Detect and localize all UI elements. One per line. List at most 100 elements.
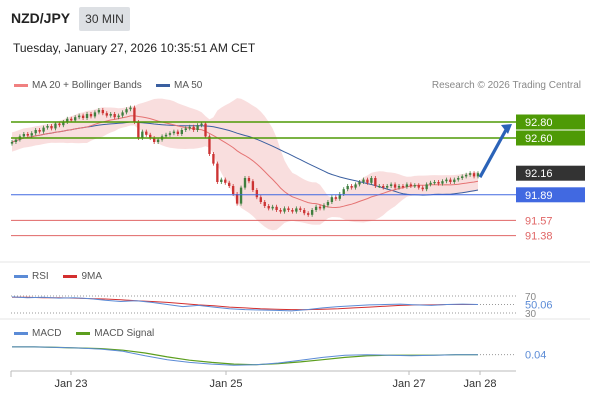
candle-body — [358, 182, 361, 185]
level-box-pivot — [516, 187, 585, 203]
candle-body — [433, 182, 436, 184]
rsi-label: RSI — [32, 271, 49, 282]
level-label-resistance: 92.60 — [525, 133, 553, 145]
candle-body — [42, 127, 45, 132]
candle-body — [417, 185, 420, 188]
candle-body — [362, 179, 365, 182]
candle-body — [137, 122, 140, 138]
x-tick-label: Jan 28 — [463, 378, 496, 390]
candle-body — [125, 109, 128, 113]
candle-body — [413, 185, 416, 187]
candle-body — [366, 179, 369, 183]
candle-body — [93, 112, 97, 117]
candle-body — [255, 190, 259, 198]
candle-body — [10, 142, 14, 144]
level-label-support: 91.38 — [525, 231, 553, 243]
candle-body — [113, 114, 116, 118]
rsi-line — [11, 296, 479, 312]
candle-body — [271, 206, 274, 209]
candle-body — [26, 134, 29, 136]
candle-body — [389, 184, 393, 186]
candle-body — [437, 182, 440, 184]
candle-body — [22, 134, 26, 137]
x-tick-label: Jan 27 — [392, 378, 425, 390]
candle-body — [66, 118, 69, 122]
candle-body — [85, 114, 89, 118]
candle-body — [109, 114, 112, 116]
candle-body — [220, 179, 223, 182]
candle-body — [354, 184, 357, 188]
candle-body — [235, 194, 239, 204]
candle-body — [283, 208, 286, 212]
candle-body — [231, 186, 235, 194]
forecast-arrow-head — [501, 124, 512, 134]
ma50-label: MA 50 — [174, 80, 203, 91]
candle-body — [34, 130, 37, 134]
candle-body — [176, 131, 180, 134]
candle-body — [133, 107, 136, 122]
candle-body — [50, 126, 53, 129]
level-label-support: 91.57 — [525, 215, 553, 227]
candle-body — [303, 210, 306, 214]
rsi-ma-swatch — [63, 274, 78, 278]
candle-body — [172, 131, 176, 134]
candle-body — [291, 210, 294, 212]
candle-body — [101, 110, 105, 114]
candle-body — [46, 126, 49, 128]
candle-body — [247, 178, 251, 182]
candle-body — [14, 139, 18, 142]
candle-body — [314, 206, 318, 210]
candle-body — [259, 197, 262, 202]
level-box-resistance — [516, 114, 585, 130]
candle-body — [287, 208, 290, 210]
candle-body — [476, 173, 480, 177]
rsi-level-70: 70 — [525, 292, 537, 303]
candle-body — [429, 182, 432, 185]
candle-body — [374, 178, 377, 186]
forecast-arrow-shaft — [478, 127, 509, 178]
ma20-line — [11, 115, 479, 209]
candle-body — [216, 163, 219, 182]
candle-body — [164, 134, 168, 137]
candle-body — [350, 186, 353, 188]
candle-body — [464, 174, 468, 177]
candle-body — [457, 178, 460, 180]
ma20-bb-label: MA 20 + Bollinger Bands — [32, 80, 142, 91]
candle-body — [145, 131, 148, 135]
candle-body — [472, 173, 476, 177]
candle-body — [318, 206, 322, 209]
candle-body — [378, 186, 381, 188]
candle-body — [267, 206, 270, 209]
candle-body — [346, 186, 349, 190]
level-box-resistance — [516, 130, 585, 146]
candle-body — [461, 176, 464, 178]
x-tick-label: Jan 23 — [54, 378, 87, 390]
candle-body — [149, 134, 152, 138]
candle-body — [228, 182, 231, 186]
candle-body — [334, 197, 338, 199]
bollinger-band — [12, 98, 478, 231]
candle-body — [141, 131, 144, 138]
macd-last-value: 0.04 — [525, 350, 546, 362]
candle-body — [38, 130, 41, 132]
candle-body — [204, 123, 207, 137]
candle-body — [62, 122, 65, 126]
candle-body — [295, 208, 298, 212]
candle-body — [243, 178, 247, 188]
candle-body — [382, 186, 385, 188]
timeframe-button[interactable]: 30 MIN — [79, 7, 130, 31]
x-tick-label: Jan 25 — [209, 378, 242, 390]
rsi-swatch — [14, 274, 28, 278]
level-box-current — [516, 165, 585, 181]
macd-label: MACD — [32, 328, 62, 339]
candle-body — [152, 138, 156, 142]
candle-body — [89, 114, 93, 117]
candle-body — [310, 210, 314, 215]
macd-signal-label: MACD Signal — [94, 328, 155, 339]
candle-body — [129, 107, 132, 110]
legend-rsi: RSI 9MA — [14, 271, 102, 282]
ma50-line — [11, 121, 479, 196]
candle-body — [370, 178, 373, 183]
